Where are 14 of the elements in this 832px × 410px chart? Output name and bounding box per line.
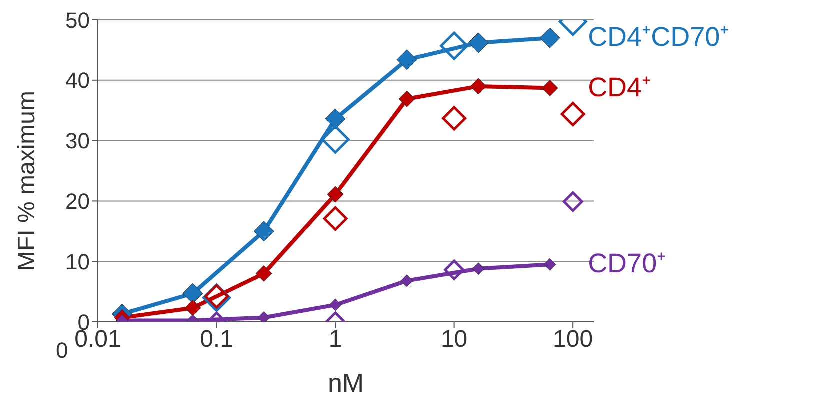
series-label: CD4⁺ bbox=[588, 72, 652, 102]
y-tick-label: 20 bbox=[66, 189, 90, 214]
y-axis-title: MFI % maximum bbox=[14, 91, 41, 271]
series-label: CD70⁺ bbox=[588, 248, 666, 279]
x-tick-label: 100 bbox=[553, 326, 594, 354]
x-tick-label: 1 bbox=[328, 326, 342, 354]
y-tick-label: 40 bbox=[66, 68, 90, 94]
y-tick-label: 50 bbox=[66, 8, 90, 33]
x-tick-label: 0.1 bbox=[200, 326, 234, 354]
x-axis-title: nM bbox=[328, 368, 364, 398]
y-tick-label: 10 bbox=[66, 249, 90, 274]
series-label: CD4⁺CD70⁺ bbox=[588, 22, 730, 52]
y-tick-label: 30 bbox=[66, 128, 90, 154]
x-tick-label: 10 bbox=[440, 326, 468, 354]
